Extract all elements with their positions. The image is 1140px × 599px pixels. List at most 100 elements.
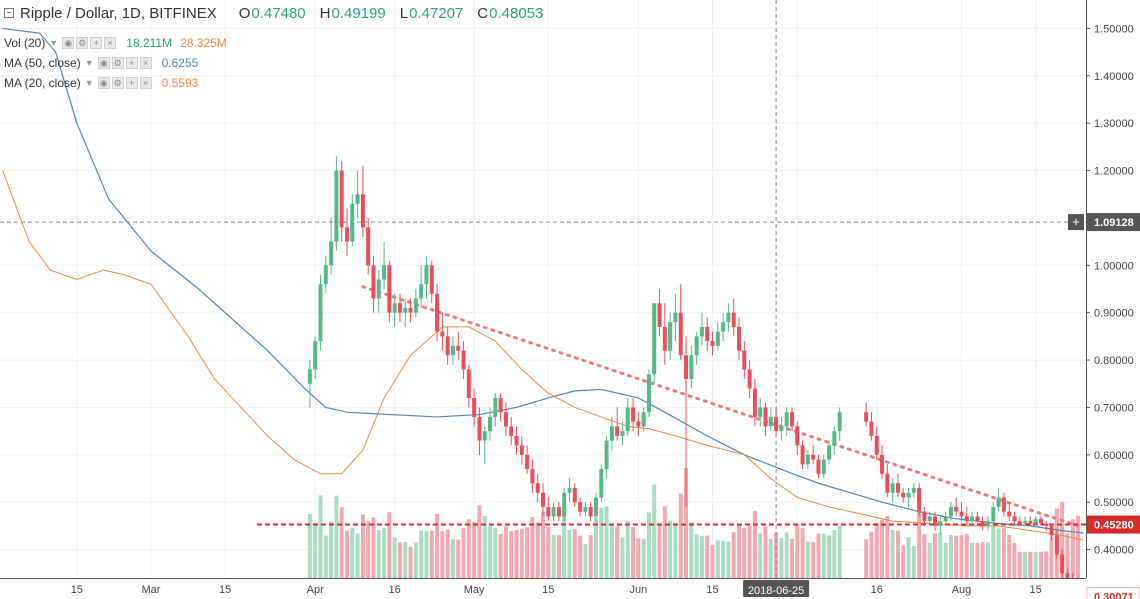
candle-body [631,407,636,422]
candle-body [488,416,493,432]
candle-body [699,326,704,337]
candle-body [1065,573,1070,578]
candle-body [662,326,667,351]
volume-bar [1033,551,1038,578]
volume-bar [546,526,551,578]
volume-bar [662,506,667,578]
candle-body [895,483,900,493]
price-tick-label: 1.40000 [1094,71,1134,83]
low-value: 0.47207 [409,4,464,22]
volume-bar [1017,551,1022,578]
candle-body [890,483,895,493]
volume-bar [758,533,763,578]
remove-icon[interactable]: × [139,77,152,89]
volume-bar [572,529,577,578]
candle-body [885,473,890,493]
candle-body [652,303,657,375]
volume-bar [498,534,503,578]
candle-body [360,194,365,228]
candle-body [789,412,794,427]
volume-bar [461,528,466,578]
volume-bar [959,535,964,578]
indicator-row-ma20[interactable]: MA (20, close) ▼ ◉ ⚙ + × 0.5593 [4,74,198,92]
candle-body [456,345,461,351]
indicator-row-ma50[interactable]: MA (50, close) ▼ ◉ ⚙ + × 0.6255 [4,54,198,72]
volume-bar [789,538,794,578]
more-icon[interactable]: + [125,57,138,69]
volume-bar [551,535,556,578]
more-icon[interactable]: + [125,77,138,89]
volume-bar [307,514,312,578]
settings-icon[interactable]: ⚙ [76,37,89,49]
collapse-legend-icon[interactable] [4,8,14,18]
volume-bar [1060,501,1065,578]
candle-body [604,440,609,470]
volume-bar [980,542,985,578]
candle-body [763,407,768,427]
time-tick-label: 15 [1030,584,1042,596]
volume-bar [382,528,387,578]
volume-bar [625,520,630,578]
candle-body [906,492,911,498]
volume-bar [737,525,742,578]
time-tick-label: Apr [307,584,324,596]
volume-bar [832,530,837,578]
visibility-icon[interactable]: ◉ [97,57,110,69]
volume-bar [779,537,784,578]
chevron-down-icon[interactable]: ▼ [84,78,94,88]
chevron-down-icon[interactable]: ▼ [49,38,59,48]
candle-body [1023,521,1028,524]
candle-body [344,227,349,242]
volume-bar [318,495,323,578]
candle-body [710,341,715,346]
visibility-icon[interactable]: ◉ [97,77,110,89]
volume-bar [397,542,402,578]
symbol-title: Ripple / Dollar, 1D, BITFINEX [20,4,217,22]
chevron-down-icon[interactable]: ▼ [84,58,94,68]
volume-bar [355,533,360,578]
candle-body [758,407,763,417]
candle-body [503,412,508,427]
volume-bar [726,541,731,578]
open-value: 0.47480 [251,4,306,22]
indicator-value: 28.325M [180,36,227,50]
crosshair-date-label: 2018-06-25 [748,585,804,597]
volume-bar [768,538,773,578]
volume-bar [652,484,657,578]
volume-bar [678,493,683,578]
indicator-value: 0.5593 [161,76,199,90]
candle-body [530,469,535,484]
candle-body [970,516,975,522]
candle-body [313,341,318,370]
visibility-icon[interactable]: ◉ [62,37,75,49]
candle-body [954,506,959,512]
candle-body [715,331,720,346]
plus-icon[interactable]: + [1072,214,1080,229]
indicator-row-volume[interactable]: Vol (20) ▼ ◉ ⚙ + × 18.211M 28.325M [4,34,227,52]
remove-icon[interactable]: × [139,57,152,69]
candle-body [991,506,996,522]
candle-body [1054,535,1059,555]
volume-bar [874,522,879,578]
candle-body [424,265,429,285]
settings-icon[interactable]: ⚙ [111,77,124,89]
volume-bar [593,518,598,578]
settings-icon[interactable]: ⚙ [111,57,124,69]
candle-body [408,307,413,313]
volume-bar [917,511,922,578]
volume-bar [450,539,455,578]
volume-bar [657,523,662,578]
volume-bar [472,522,477,578]
volume-bar [721,541,726,578]
more-icon[interactable]: + [90,37,103,49]
candle-body [752,388,757,417]
volume-bar [646,512,651,578]
volume-bar [604,506,609,578]
candle-body [975,516,980,522]
ma20-line [2,170,1084,541]
price-tick-label: 0.50000 [1094,497,1134,509]
remove-icon[interactable]: × [104,37,117,49]
volume-bar [705,535,710,578]
